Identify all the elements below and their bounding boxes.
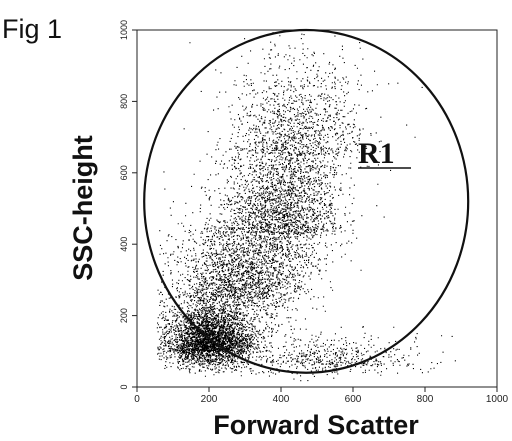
- x-axis-title: Forward Scatter: [213, 410, 419, 440]
- figure-label: Fig 1: [2, 14, 62, 44]
- scatter-point-cluster: [156, 269, 273, 377]
- x-tick-label: 800: [417, 394, 434, 405]
- y-tick-label: 400: [119, 237, 129, 252]
- x-tick-label: 400: [273, 394, 290, 405]
- y-tick-label: 1000: [119, 20, 129, 40]
- x-tick-label: 600: [345, 394, 362, 405]
- y-tick-label: 0: [119, 384, 129, 389]
- x-tick-label: 200: [201, 394, 218, 405]
- y-tick-label: 600: [119, 165, 129, 180]
- x-axis-ticks: 0 200 400 600 800 1000: [134, 387, 509, 405]
- gate-r1-ellipse: [143, 28, 470, 374]
- y-axis-ticks: 0 200 400 600 800 1000: [119, 20, 137, 390]
- y-axis-title: SSC-height: [68, 135, 98, 281]
- scatter-points: [156, 32, 456, 382]
- x-tick-label: 1000: [486, 394, 509, 405]
- scatter-plot: R1 0 200 400 600 800 1000 0 200 400 600 800 1000: [119, 20, 509, 405]
- y-tick-label: 800: [119, 94, 129, 109]
- gate-label: R1: [358, 137, 395, 170]
- y-tick-label: 200: [119, 308, 129, 323]
- x-tick-label: 0: [134, 394, 140, 405]
- scatter-point-cluster: [157, 167, 334, 343]
- scatter-point-cluster: [183, 68, 392, 294]
